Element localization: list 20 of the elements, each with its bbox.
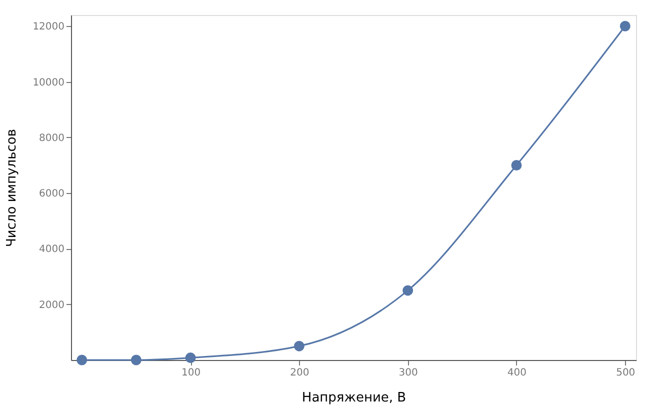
point <box>130 354 142 366</box>
point <box>294 340 304 352</box>
x-tick-label: 500 <box>616 368 636 378</box>
y-tick-label: 10000 <box>32 77 64 88</box>
y-tick-label: 8000 <box>39 132 64 144</box>
x-tick-label: 100 <box>181 368 201 378</box>
x-tick-label: 400 <box>507 368 527 378</box>
point <box>511 160 522 170</box>
y-tick-label: 2000 <box>39 300 64 311</box>
x-axis-title: Напряжение, В <box>302 390 406 406</box>
y-tick-label: 12000 <box>32 22 64 33</box>
x-tick-label: 300 <box>398 368 418 378</box>
y-tick-label: 6000 <box>39 188 64 200</box>
point <box>620 20 630 32</box>
point <box>402 285 414 296</box>
x-tick-label: 200 <box>290 368 310 378</box>
y-axis-title: Число импульсов <box>4 128 20 248</box>
point <box>76 354 88 366</box>
y-tick-label: 4000 <box>39 244 64 256</box>
point <box>185 352 196 364</box>
